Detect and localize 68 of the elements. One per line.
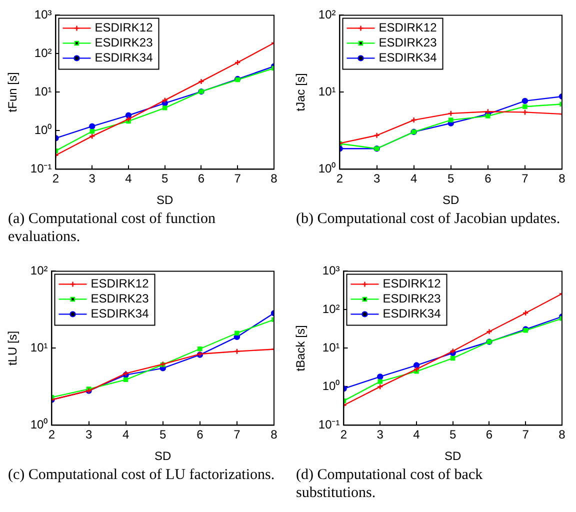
y-tick-label: 10³ bbox=[322, 264, 340, 278]
x-tick-label: 8 bbox=[270, 428, 278, 442]
x-axis-title: SD bbox=[444, 449, 462, 464]
legend-label: ESDIRK23 bbox=[94, 36, 154, 50]
legend-label: ESDIRK12 bbox=[382, 276, 442, 291]
legend-label: ESDIRK12 bbox=[378, 20, 438, 35]
legend-label: ESDIRK23 bbox=[90, 292, 150, 306]
y-axis-title: tBack [s] bbox=[294, 325, 308, 372]
y-tick-label: 10⁻¹ bbox=[318, 418, 340, 432]
y-tick-label: 10² bbox=[30, 264, 48, 278]
x-tick-label: 5 bbox=[450, 428, 457, 442]
x-tick-label: 8 bbox=[270, 172, 278, 186]
legend-label: ESDIRK34 bbox=[378, 50, 438, 65]
x-tick-label: 4 bbox=[125, 172, 132, 186]
x-tick-label: 6 bbox=[486, 428, 493, 442]
text: (a) Computational cost of function evaluations. bbox=[7, 210, 216, 246]
x-tick-label: 5 bbox=[160, 428, 167, 442]
x-tick-label: 2 bbox=[48, 428, 56, 442]
legend-label: ESDIRK34 bbox=[382, 306, 442, 321]
x-tick-label: 6 bbox=[484, 172, 492, 186]
legend-label: ESDIRK23 bbox=[378, 36, 438, 50]
x-tick-label: 7 bbox=[234, 428, 241, 442]
y-tick-label: 10⁰ bbox=[30, 418, 48, 432]
x-tick-label: 8 bbox=[558, 172, 566, 186]
x-tick-label: 5 bbox=[448, 172, 455, 186]
y-tick-label: 10⁰ bbox=[322, 379, 340, 394]
x-tick-label: 2 bbox=[336, 172, 344, 186]
x-tick-label: 5 bbox=[162, 172, 169, 186]
legend-label: ESDIRK12 bbox=[94, 20, 154, 35]
legend-label: ESDIRK12 bbox=[90, 276, 150, 291]
x-tick-label: 7 bbox=[234, 172, 242, 186]
x-tick-label: 4 bbox=[410, 172, 418, 186]
x-tick-label: 4 bbox=[413, 428, 420, 442]
x-tick-label: 3 bbox=[88, 172, 96, 186]
y-axis-title: tFun [s] bbox=[6, 72, 20, 112]
x-axis-title: SD bbox=[442, 193, 460, 208]
x-tick-label: 2 bbox=[340, 428, 348, 442]
x-tick-label: 6 bbox=[196, 428, 204, 442]
legend-label: ESDIRK34 bbox=[90, 306, 150, 321]
x-tick-label: 6 bbox=[198, 172, 205, 186]
y-tick-label: 10¹ bbox=[322, 340, 340, 355]
y-tick-label: 10² bbox=[322, 302, 340, 316]
text: (b) Computational cost of Jacobian updates. bbox=[295, 210, 562, 228]
y-tick-label: 10² bbox=[34, 46, 52, 60]
text: (d) Computational cost of back substitutions. bbox=[295, 466, 484, 502]
y-tick-label: 10² bbox=[318, 8, 336, 22]
x-tick-label: 3 bbox=[373, 172, 380, 186]
x-tick-label: 3 bbox=[376, 428, 384, 442]
x-tick-label: 8 bbox=[558, 428, 566, 442]
x-axis-title: SD bbox=[156, 193, 174, 208]
y-tick-label: 10¹ bbox=[318, 84, 336, 99]
y-axis-title: tLU [s] bbox=[6, 330, 20, 366]
x-tick-label: 4 bbox=[122, 428, 130, 442]
text: (c) Computational cost of LU factorizations. bbox=[7, 466, 276, 484]
y-tick-label: 10³ bbox=[34, 8, 52, 22]
x-tick-label: 7 bbox=[522, 428, 530, 442]
y-tick-label: 10⁰ bbox=[318, 162, 336, 176]
legend-label: ESDIRK34 bbox=[94, 50, 154, 65]
y-axis-title: tJac [s] bbox=[294, 73, 308, 112]
legend-label: ESDIRK23 bbox=[382, 292, 442, 306]
y-tick-label: 10⁰ bbox=[34, 123, 52, 138]
x-tick-label: 2 bbox=[52, 172, 60, 186]
y-tick-label: 10¹ bbox=[30, 340, 48, 355]
x-tick-label: 7 bbox=[522, 172, 529, 186]
y-tick-label: 10⁻¹ bbox=[30, 162, 52, 176]
x-tick-label: 3 bbox=[85, 428, 92, 442]
x-axis-title: SD bbox=[154, 449, 172, 464]
y-tick-label: 10¹ bbox=[34, 84, 52, 99]
